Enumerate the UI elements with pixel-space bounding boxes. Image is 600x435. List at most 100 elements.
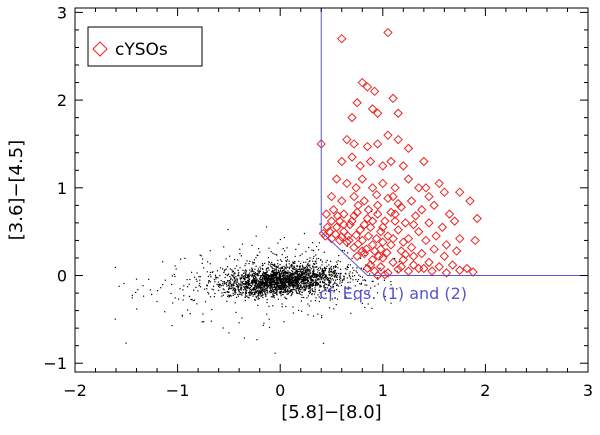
- field-star-point: [271, 266, 273, 268]
- field-star-point: [266, 283, 268, 285]
- field-star-point: [195, 286, 197, 288]
- field-star-point: [293, 265, 295, 267]
- field-star-point: [172, 302, 174, 304]
- cyso-point: [390, 209, 400, 219]
- field-star-point: [300, 276, 302, 278]
- field-star-point: [252, 279, 254, 281]
- field-star-point: [269, 282, 271, 284]
- field-star-point: [281, 284, 283, 286]
- field-star-point: [273, 286, 275, 288]
- field-star-point: [276, 279, 278, 281]
- field-star-point: [283, 321, 285, 323]
- field-star-point: [303, 278, 305, 280]
- field-star-point: [280, 282, 282, 285]
- field-star-point: [226, 282, 228, 284]
- field-star-point: [312, 279, 314, 281]
- field-star-point: [287, 282, 289, 284]
- field-star-point: [286, 274, 288, 276]
- x-tick-label: 0: [275, 381, 285, 400]
- field-star-point: [245, 269, 247, 271]
- field-star-point: [277, 263, 279, 265]
- field-star-point: [273, 273, 275, 275]
- field-star-point: [290, 264, 292, 266]
- field-star-point: [231, 283, 233, 285]
- field-star-point: [261, 295, 263, 297]
- field-star-point: [302, 273, 304, 275]
- field-star-point: [284, 281, 286, 283]
- field-star-point: [277, 298, 279, 300]
- field-star-point: [264, 281, 266, 283]
- field-star-point: [276, 276, 278, 279]
- field-star-point: [304, 275, 306, 278]
- field-star-point: [337, 260, 339, 262]
- field-star-point: [243, 277, 245, 279]
- field-star-point: [314, 291, 316, 293]
- field-star-point: [257, 298, 259, 300]
- cyso-point: [396, 246, 406, 256]
- field-star-point: [258, 278, 261, 280]
- field-star-point: [282, 288, 285, 290]
- field-star-point: [306, 264, 308, 266]
- field-star-point: [255, 285, 257, 287]
- field-star-point: [207, 261, 209, 263]
- field-star-point: [300, 281, 302, 283]
- field-star-point: [282, 294, 284, 296]
- field-star-point: [339, 282, 341, 284]
- field-star-point: [228, 285, 230, 287]
- field-star-point: [317, 275, 319, 277]
- field-star-point: [308, 284, 310, 286]
- field-star-point: [266, 290, 268, 292]
- cyso-point: [372, 139, 383, 149]
- cyso-point: [362, 213, 373, 224]
- field-star-point: [279, 279, 281, 281]
- field-star-point: [269, 276, 271, 278]
- field-star-point: [296, 286, 299, 288]
- field-star-point: [235, 311, 237, 313]
- field-star-point: [300, 284, 302, 286]
- field-star-point: [273, 290, 275, 293]
- field-star-point: [223, 271, 225, 274]
- field-star-point: [232, 292, 234, 295]
- cyso-point: [444, 209, 455, 219]
- field-star-point: [300, 279, 303, 281]
- field-star-point: [330, 271, 332, 273]
- field-star-point: [258, 272, 260, 274]
- field-star-point: [346, 277, 348, 279]
- field-star-point: [305, 270, 307, 272]
- field-star-point: [262, 289, 264, 291]
- field-star-point: [286, 277, 288, 279]
- field-star-point: [243, 284, 245, 286]
- field-star-point: [276, 273, 278, 275]
- field-star-point: [318, 269, 320, 271]
- field-star-point: [217, 281, 220, 283]
- field-star-point: [274, 277, 276, 279]
- cyso-point: [330, 229, 341, 240]
- cyso-point: [396, 262, 406, 272]
- field-star-point: [225, 258, 227, 260]
- field-star-point: [272, 263, 274, 266]
- field-star-point: [151, 293, 153, 296]
- field-star-point: [335, 283, 337, 285]
- cyso-point: [342, 178, 352, 189]
- field-star-point: [332, 274, 334, 276]
- field-star-point: [272, 270, 274, 272]
- field-star-point: [181, 315, 183, 317]
- field-star-point: [290, 289, 292, 291]
- field-star-point: [318, 277, 320, 280]
- field-star-point: [137, 289, 139, 291]
- field-star-point: [292, 286, 294, 288]
- field-star-point: [114, 266, 116, 268]
- field-star-point: [233, 291, 235, 293]
- field-star-point: [356, 272, 358, 274]
- field-star-point: [305, 273, 308, 275]
- field-star-point: [265, 295, 267, 297]
- field-star-point: [229, 295, 231, 298]
- field-star-point: [310, 300, 312, 302]
- field-star-point: [325, 283, 328, 285]
- field-star-point: [296, 272, 298, 274]
- field-star-point: [334, 265, 336, 267]
- field-star-point: [319, 292, 321, 294]
- field-star-point: [315, 260, 317, 262]
- field-star-point: [227, 228, 229, 231]
- field-star-point: [306, 258, 308, 260]
